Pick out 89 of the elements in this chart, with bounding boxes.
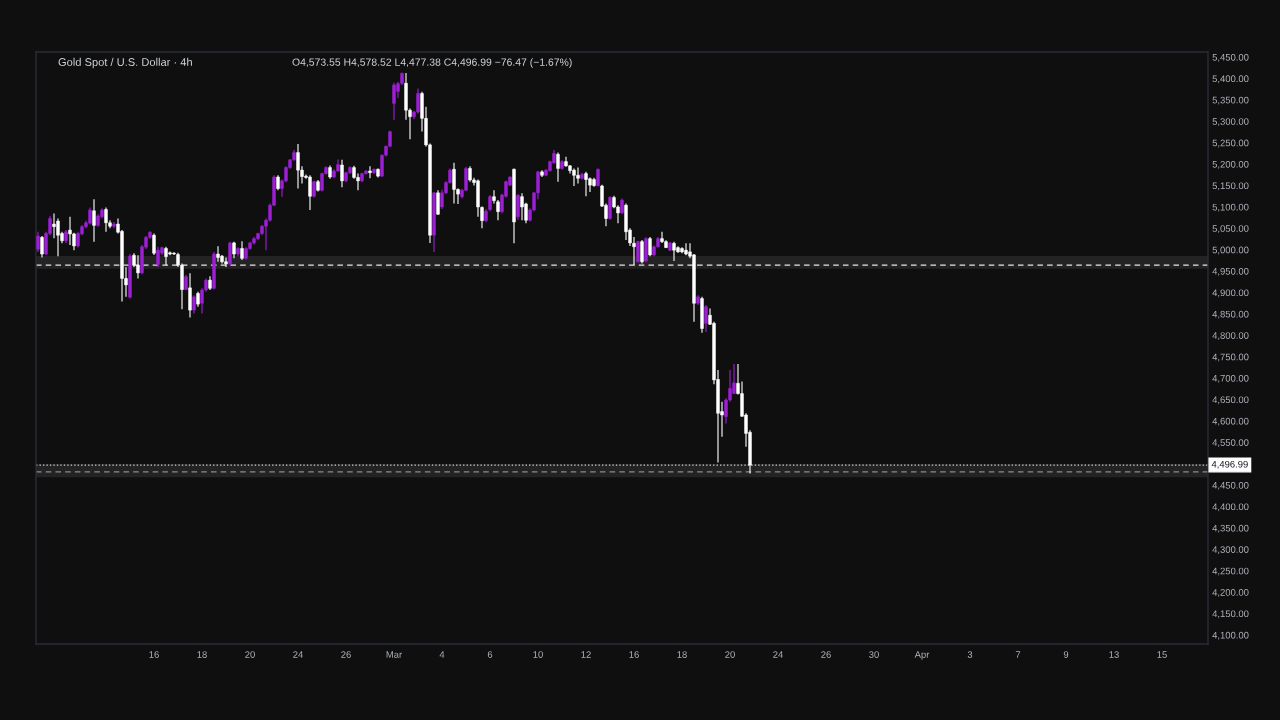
y-tick-label: 4,900.00 bbox=[1212, 289, 1249, 298]
candlestick bbox=[52, 212, 56, 239]
x-tick-label: 20 bbox=[245, 651, 255, 658]
x-tick-label: 7 bbox=[1015, 651, 1021, 658]
ref-line-label: 4,496.99 bbox=[1211, 460, 1248, 469]
candlestick bbox=[104, 206, 108, 233]
x-tick-label: 18 bbox=[197, 651, 207, 658]
candlestick bbox=[224, 256, 228, 268]
candlestick bbox=[416, 87, 420, 115]
x-tick-label: 16 bbox=[629, 651, 639, 658]
candlestick bbox=[672, 241, 676, 262]
x-tick-label: 24 bbox=[773, 651, 783, 658]
x-tick-label: 24 bbox=[293, 651, 303, 658]
candlestick bbox=[240, 240, 244, 261]
y-tick-label: 5,350.00 bbox=[1212, 96, 1249, 105]
y-tick-label: 5,150.00 bbox=[1212, 182, 1249, 191]
candlestick bbox=[156, 246, 160, 268]
y-tick-label: 4,350.00 bbox=[1212, 524, 1249, 533]
x-tick-label: 6 bbox=[487, 651, 493, 658]
x-tick-label: 26 bbox=[341, 651, 351, 658]
candlestick bbox=[56, 217, 60, 257]
candlestick bbox=[608, 195, 612, 221]
x-tick-label: 20 bbox=[725, 651, 735, 658]
y-tick-label: 4,200.00 bbox=[1212, 589, 1249, 597]
x-tick-label: 26 bbox=[821, 651, 831, 658]
y-tick-label: 4,700.00 bbox=[1212, 375, 1249, 383]
y-tick-label: 4,750.00 bbox=[1212, 353, 1249, 362]
chart-title: Gold Spot / U.S. Dollar · 4h bbox=[58, 57, 192, 69]
candlestick bbox=[308, 174, 312, 211]
y-tick-label: 4,800.00 bbox=[1212, 332, 1249, 340]
candlestick bbox=[660, 231, 664, 244]
y-tick-label: 4,600.00 bbox=[1212, 417, 1249, 426]
y-tick-label: 4,950.00 bbox=[1212, 267, 1249, 276]
x-tick-label: 13 bbox=[1109, 651, 1119, 658]
candlestick bbox=[164, 246, 168, 266]
y-tick-label: 5,400.00 bbox=[1212, 75, 1249, 84]
candlestick bbox=[452, 162, 456, 205]
candlestick bbox=[152, 232, 156, 256]
candlestick bbox=[576, 167, 580, 184]
x-tick-label: 9 bbox=[1063, 651, 1069, 658]
x-tick-label: 16 bbox=[149, 651, 159, 658]
y-tick-label: 4,850.00 bbox=[1212, 310, 1249, 319]
y-tick-label: 4,100.00 bbox=[1212, 631, 1249, 640]
y-tick-label: 5,050.00 bbox=[1212, 225, 1249, 233]
candlestick bbox=[572, 167, 576, 187]
y-tick-label: 5,000.00 bbox=[1212, 246, 1249, 255]
candlestick bbox=[340, 159, 344, 188]
candlestick bbox=[436, 189, 440, 216]
y-tick-label: 5,300.00 bbox=[1212, 118, 1249, 126]
y-tick-label: 4,250.00 bbox=[1212, 567, 1249, 576]
y-tick-label: 4,150.00 bbox=[1212, 610, 1249, 619]
x-tick-label: 4 bbox=[439, 651, 445, 658]
candlestick bbox=[556, 152, 560, 183]
y-tick-label: 4,650.00 bbox=[1212, 396, 1249, 405]
x-tick-label: Apr bbox=[914, 651, 930, 660]
candlestick bbox=[192, 294, 196, 315]
candlestick bbox=[520, 192, 524, 221]
y-tick-label: 5,450.00 bbox=[1212, 53, 1249, 62]
candlestick bbox=[216, 245, 220, 263]
y-tick-label: 4,550.00 bbox=[1212, 439, 1249, 448]
candlestick bbox=[92, 198, 96, 243]
x-tick-label: 30 bbox=[869, 651, 879, 658]
x-tick-label: 18 bbox=[677, 651, 687, 658]
y-tick-label: 4,450.00 bbox=[1212, 482, 1249, 490]
y-tick-label: 4,400.00 bbox=[1212, 503, 1249, 512]
x-tick-label: 15 bbox=[1157, 651, 1167, 658]
candlestick bbox=[584, 171, 588, 197]
candlestick bbox=[684, 242, 688, 256]
y-tick-label: 5,100.00 bbox=[1212, 203, 1249, 212]
text: O4,573.55 H4,578.52 L4,477.38 C4,496.99 −76.47 (−1.67%) bbox=[292, 58, 572, 68]
candlestick bbox=[704, 304, 708, 333]
candlestick bbox=[368, 165, 372, 179]
candlestick bbox=[296, 143, 300, 190]
candlestick bbox=[36, 231, 40, 253]
candlestick bbox=[516, 193, 520, 221]
candlestick bbox=[640, 239, 644, 265]
candlestick bbox=[40, 235, 44, 259]
candlestick bbox=[136, 254, 140, 279]
y-tick-label: 4,300.00 bbox=[1212, 546, 1249, 555]
x-tick-label: 3 bbox=[967, 651, 973, 658]
candlestick bbox=[188, 272, 192, 318]
x-tick-label: Mar bbox=[386, 651, 402, 658]
candlestick bbox=[392, 82, 396, 121]
y-tick-label: 5,200.00 bbox=[1212, 160, 1249, 169]
x-tick-label: 10 bbox=[533, 651, 543, 658]
candlestick bbox=[68, 216, 72, 246]
y-tick-label: 5,250.00 bbox=[1212, 139, 1249, 148]
candlestick bbox=[644, 236, 648, 263]
x-tick-label: 12 bbox=[581, 651, 591, 658]
